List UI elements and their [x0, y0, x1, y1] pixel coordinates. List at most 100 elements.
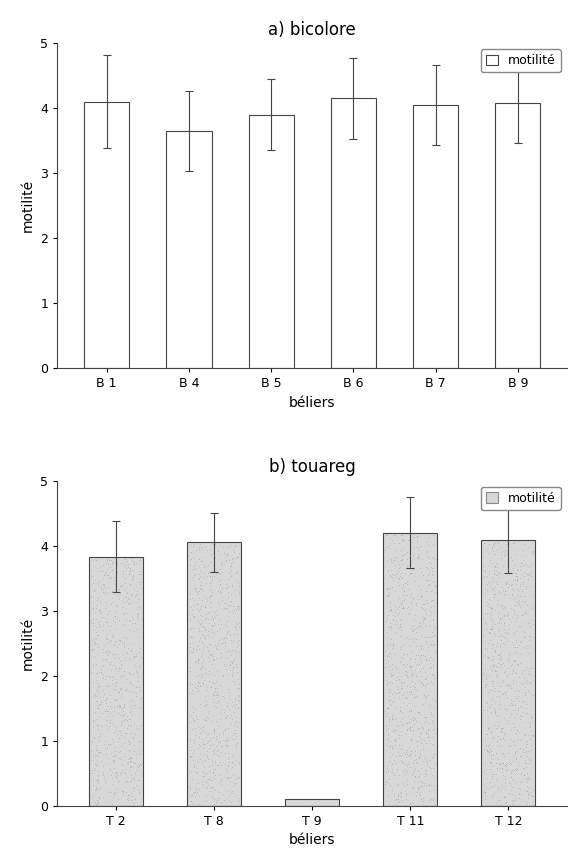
Point [490, 657, 499, 671]
Point [234, 688, 243, 702]
Point [512, 723, 522, 737]
Point [487, 602, 496, 615]
Point [409, 710, 419, 724]
Point [120, 675, 129, 689]
Point [392, 602, 402, 615]
Point [207, 667, 216, 681]
Point [480, 582, 490, 596]
Point [230, 692, 240, 706]
Point [122, 673, 131, 687]
Point [101, 746, 111, 760]
Point [423, 688, 432, 702]
Point [481, 622, 490, 636]
Point [398, 648, 407, 661]
Point [492, 746, 501, 760]
Point [197, 655, 206, 669]
Point [415, 645, 424, 659]
Point [513, 657, 522, 671]
Point [402, 766, 412, 779]
Point [195, 570, 204, 584]
Point [491, 543, 500, 557]
Point [94, 680, 103, 694]
Point [418, 661, 427, 675]
Point [105, 737, 114, 751]
Point [497, 762, 506, 776]
Point [123, 595, 133, 609]
Point [389, 536, 399, 549]
Point [189, 609, 199, 623]
Point [133, 600, 143, 614]
Point [125, 751, 135, 765]
Point [113, 727, 122, 741]
Point [97, 659, 106, 673]
Point [520, 687, 530, 700]
Point [397, 602, 407, 615]
Point [191, 643, 201, 657]
Point [103, 645, 113, 659]
Point [388, 612, 397, 626]
Point [130, 589, 139, 603]
Point [483, 651, 492, 665]
Point [488, 659, 497, 673]
Point [493, 616, 503, 630]
Point [102, 630, 111, 644]
Point [416, 743, 425, 757]
Point [509, 773, 518, 787]
Point [412, 534, 422, 548]
Point [231, 741, 240, 755]
Point [482, 569, 492, 582]
Point [230, 727, 239, 740]
Point [383, 589, 392, 603]
Point [480, 607, 490, 621]
Point [402, 670, 411, 684]
Point [92, 758, 101, 772]
Point [429, 722, 438, 736]
Point [115, 731, 124, 745]
Point [523, 573, 532, 587]
Point [503, 587, 513, 601]
Point [422, 536, 432, 549]
Point [91, 796, 100, 810]
Point [413, 783, 423, 797]
Point [131, 792, 140, 806]
Point [98, 645, 107, 659]
Point [97, 706, 106, 720]
Point [93, 749, 103, 763]
Point [387, 676, 397, 690]
Point [191, 567, 200, 581]
Point [402, 786, 411, 800]
Point [496, 790, 506, 804]
Point [402, 763, 411, 777]
Point [188, 574, 198, 588]
Point [107, 591, 116, 605]
Point [201, 607, 211, 621]
Point [427, 563, 437, 577]
Point [499, 687, 508, 701]
Point [92, 625, 101, 639]
Point [423, 653, 433, 667]
Point [206, 779, 215, 793]
Point [396, 595, 406, 609]
Point [227, 770, 236, 784]
Point [109, 573, 119, 587]
Point [488, 544, 497, 558]
Point [196, 540, 206, 554]
Point [426, 556, 436, 570]
Point [89, 778, 98, 792]
Point [496, 660, 506, 674]
Point [487, 542, 497, 556]
Point [226, 708, 236, 722]
Point [111, 577, 120, 591]
Point [493, 566, 503, 580]
Point [506, 615, 516, 629]
Point [493, 560, 502, 574]
Point [516, 676, 526, 690]
Point [118, 563, 127, 577]
Point [135, 601, 145, 615]
Point [394, 578, 403, 592]
Point [225, 662, 235, 676]
Point [225, 645, 235, 659]
Point [389, 690, 398, 704]
Point [206, 595, 216, 608]
Point [395, 685, 404, 699]
